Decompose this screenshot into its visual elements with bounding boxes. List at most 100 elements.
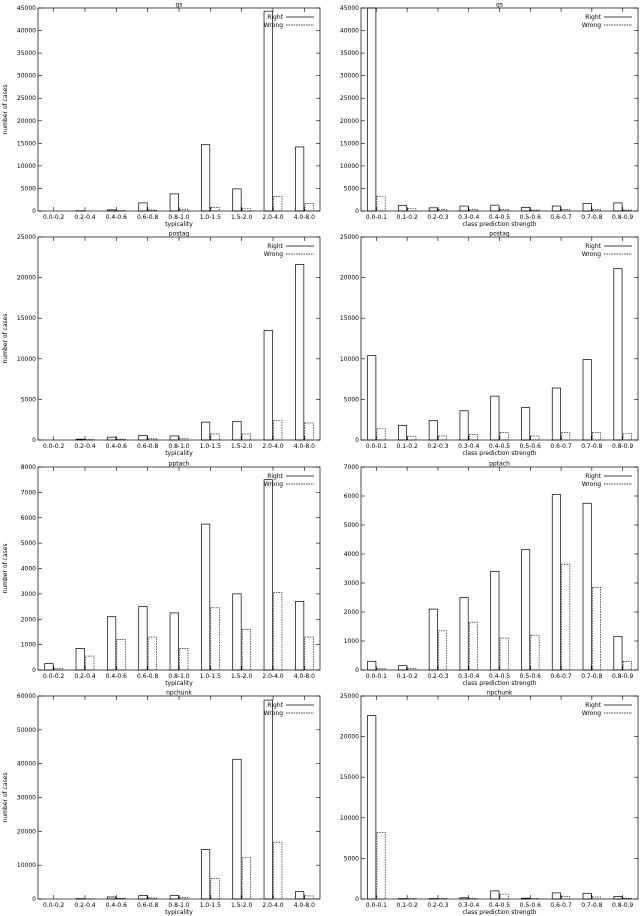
bar-wrong (273, 420, 283, 441)
x-tick-label: 1.0-1.5 (200, 673, 221, 680)
bar-wrong (530, 209, 540, 212)
x-tick-label: 0.0-0.1 (366, 214, 387, 221)
bar-right (398, 425, 408, 441)
x-axis-label: typicality (165, 450, 193, 457)
legend-label: Wrong (582, 710, 601, 717)
x-axis-label: class prediction strength (462, 680, 536, 687)
bar-right (295, 891, 305, 900)
legend-label: Right (585, 243, 601, 250)
y-tick-label: 5000 (344, 522, 359, 529)
bar-right (201, 523, 211, 671)
y-tick-label: 40000 (340, 28, 359, 35)
x-tick-label: 0.7-0.8 (581, 902, 602, 909)
x-tick-label: 0.4-0.5 (489, 443, 510, 450)
bar-right (169, 193, 179, 212)
bar-wrong (407, 668, 417, 671)
x-tick-label: 0.4-0.5 (489, 214, 510, 221)
bar-right (521, 407, 531, 441)
x-tick-label: 0.0-0.1 (366, 443, 387, 450)
x-tick-label: 1.0-1.5 (200, 443, 221, 450)
x-tick-label: 0.7-0.8 (581, 673, 602, 680)
x-tick-label: 0.5-0.6 (520, 443, 541, 450)
bar-right (169, 612, 179, 671)
bar-wrong (376, 832, 386, 900)
y-tick-label: 15000 (17, 140, 36, 147)
bar-right (201, 144, 211, 212)
bar-wrong (376, 668, 386, 671)
bar-right (582, 502, 592, 671)
bar-wrong (241, 857, 251, 900)
panel-title: gs (496, 2, 503, 9)
panel-title: postag (169, 231, 190, 238)
legend-label: Right (585, 702, 601, 709)
panel-title: gs (176, 2, 183, 9)
y-tick-label: 25000 (340, 95, 359, 102)
bar-right (398, 665, 408, 671)
bar-wrong (116, 898, 126, 900)
bar-right (490, 395, 500, 441)
x-tick-label: 0.3-0.4 (458, 673, 479, 680)
bar-right (201, 421, 211, 441)
y-tick-label: 10000 (17, 862, 36, 869)
y-tick-label: 0 (32, 896, 36, 903)
bar-right (459, 410, 469, 441)
y-tick-label: 30000 (17, 795, 36, 802)
bar-wrong (273, 841, 283, 900)
bar-wrong (210, 607, 220, 671)
x-tick-label: 0.1-0.2 (397, 214, 418, 221)
y-tick-label: 20000 (340, 275, 359, 282)
y-tick-label: 3000 (344, 580, 359, 587)
y-tick-label: 8000 (21, 464, 36, 471)
legend-label: Right (267, 702, 283, 709)
bar-right (613, 268, 623, 441)
bar-right (367, 715, 377, 900)
bar-right (490, 571, 500, 671)
x-tick-label: 0.4-0.6 (106, 902, 127, 909)
bar-wrong (622, 660, 632, 671)
chart-panel-7: 0 5000 10000 15000 20000 25000 0.0-0.1 0.1-0.2 0… (340, 690, 639, 916)
legend-label: Wrong (582, 22, 601, 29)
x-tick-label: 0.0-0.2 (43, 214, 64, 221)
y-tick-label: 4000 (21, 566, 36, 573)
x-tick-label: 0.8-0.9 (612, 902, 633, 909)
bar-wrong (468, 209, 478, 212)
bar-right (490, 204, 500, 212)
x-tick-label: 0.1-0.2 (397, 902, 418, 909)
x-tick-label: 1.0-1.5 (200, 214, 221, 221)
bar-right (613, 202, 623, 212)
y-tick-label: 10000 (340, 356, 359, 363)
bar-right (107, 896, 117, 900)
x-tick-label: 0.2-0.3 (427, 902, 448, 909)
bar-right (295, 264, 305, 441)
bar-wrong (241, 208, 251, 212)
y-tick-label: 15000 (17, 315, 36, 322)
chart-panel-0: 0 5000 10000 15000 20000 25000 30000 35000 40000… (2, 2, 321, 228)
bar-wrong (622, 209, 632, 212)
bar-right (459, 597, 469, 671)
x-tick-label: 2.0-4.0 (262, 673, 283, 680)
x-tick-label: 0.4-0.6 (106, 214, 127, 221)
bar-right (428, 207, 438, 212)
x-axis-label: typicality (165, 680, 193, 687)
x-tick-label: 0.5-0.6 (520, 673, 541, 680)
bar-right (169, 895, 179, 900)
bar-wrong (85, 655, 95, 671)
y-tick-label: 0 (355, 437, 359, 444)
bar-wrong (438, 435, 448, 441)
x-tick-label: 0.8-0.9 (612, 214, 633, 221)
x-tick-label: 4.0-8.0 (294, 443, 315, 450)
bar-wrong (241, 629, 251, 671)
bar-right (232, 593, 242, 671)
bar-wrong (304, 422, 314, 441)
bar-wrong (304, 895, 314, 900)
bar-right (232, 188, 242, 212)
chart-panel-4: 0 1000 2000 3000 4000 5000 6000 7000 8000 0.0-0.2… (2, 461, 321, 687)
x-tick-label: 1.5-2.0 (231, 443, 252, 450)
bar-right (138, 606, 148, 671)
bar-wrong (179, 897, 189, 900)
x-tick-label: 0.3-0.4 (458, 443, 479, 450)
x-axis-label: typicality (165, 909, 193, 916)
bar-right (551, 494, 561, 671)
y-axis-label: number of cases (2, 85, 9, 135)
